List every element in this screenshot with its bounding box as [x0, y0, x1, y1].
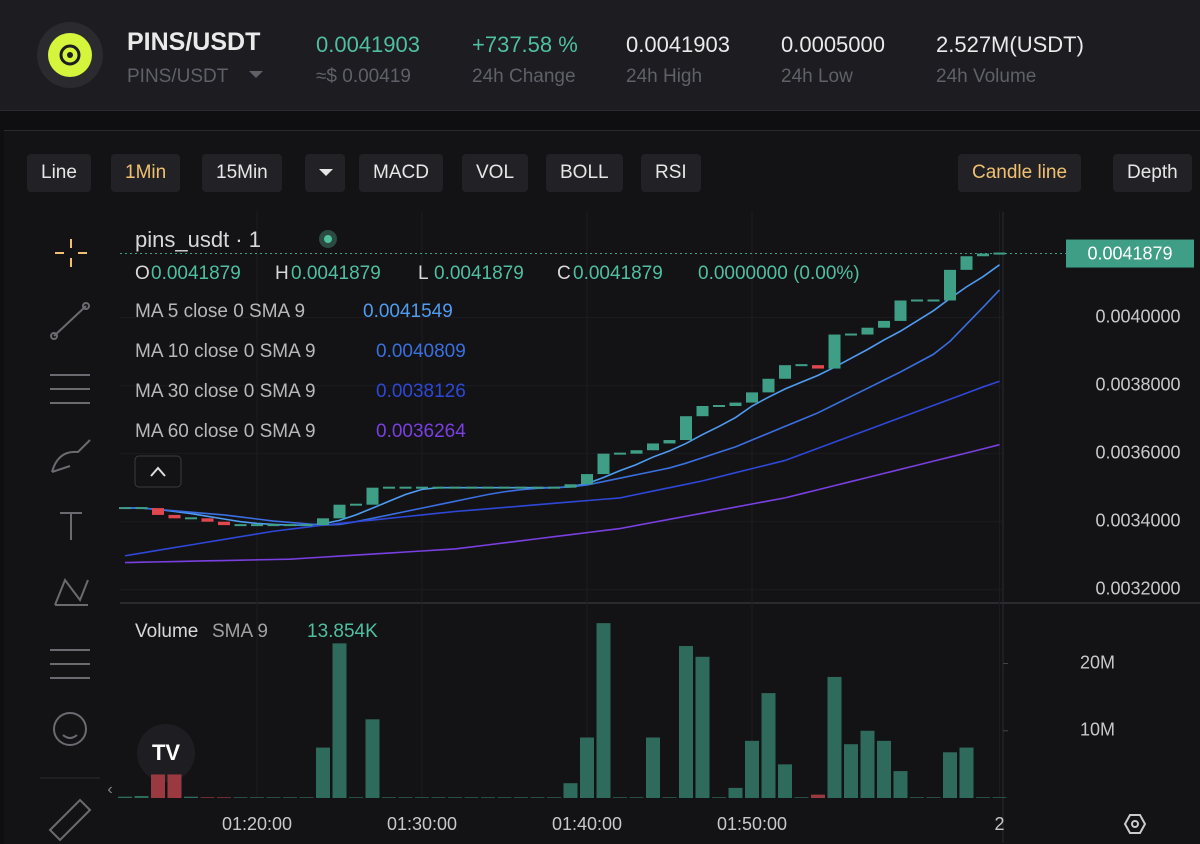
tab-button[interactable]: VOL: [462, 154, 529, 192]
tab-button[interactable]: BOLL: [546, 154, 623, 192]
logo: [37, 22, 103, 88]
tab-button[interactable]: RSI: [641, 154, 701, 192]
pair-select[interactable]: PINS/USDT: [127, 66, 229, 87]
tab-button[interactable]: 15Min: [202, 154, 282, 192]
tab-button[interactable]: Line: [27, 154, 91, 192]
dropdown-arrow[interactable]: [248, 70, 264, 80]
last-price: 0.0041903: [316, 32, 420, 57]
high: 0.0041903: [626, 32, 730, 57]
volume-label: 24h Volume: [936, 66, 1037, 87]
change-label: 24h Change: [472, 66, 576, 87]
change: +737.58 %: [472, 32, 578, 57]
high-label: 24h High: [626, 66, 703, 87]
tab-button[interactable]: Depth: [1113, 154, 1192, 192]
last-price-usd: ≈$ 0.00419: [316, 66, 411, 87]
tab-button[interactable]: 1Min: [111, 154, 181, 192]
chart-panel: [4, 130, 1200, 844]
tab-button[interactable]: MACD: [359, 154, 443, 192]
pair: PINS/USDT: [127, 28, 261, 56]
low: 0.0005000: [781, 32, 885, 57]
low-label: 24h Low: [781, 66, 853, 87]
tab-button[interactable]: Candle line: [958, 154, 1082, 192]
header: PINS/USDT PINS/USDT 0.0041903 ≈$ 0.00419…: [0, 0, 1200, 111]
volume-24h: 2.527M(USDT): [936, 32, 1084, 57]
more-button[interactable]: [305, 154, 345, 192]
